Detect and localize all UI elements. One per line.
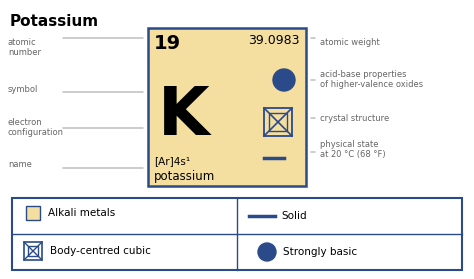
Text: Potassium: Potassium xyxy=(10,14,99,29)
Text: Alkali metals: Alkali metals xyxy=(48,208,115,218)
Text: Solid: Solid xyxy=(281,211,307,221)
Circle shape xyxy=(273,69,295,91)
Bar xyxy=(264,108,292,136)
Text: 39.0983: 39.0983 xyxy=(248,34,300,47)
Bar xyxy=(12,198,462,270)
Bar xyxy=(26,206,40,220)
Text: potassium: potassium xyxy=(154,170,215,183)
Text: atomic weight: atomic weight xyxy=(320,38,380,47)
Bar xyxy=(269,113,287,131)
Bar xyxy=(148,28,306,186)
Text: crystal structure: crystal structure xyxy=(320,114,389,123)
Text: name: name xyxy=(8,160,32,169)
Text: K: K xyxy=(158,83,210,149)
Text: electron
configuration: electron configuration xyxy=(8,118,64,137)
Text: Body-centred cubic: Body-centred cubic xyxy=(50,246,151,256)
Circle shape xyxy=(258,243,276,261)
Text: physical state
at 20 °C (68 °F): physical state at 20 °C (68 °F) xyxy=(320,140,386,159)
Text: [Ar]4s¹: [Ar]4s¹ xyxy=(154,156,190,166)
Text: symbol: symbol xyxy=(8,85,38,94)
Bar xyxy=(28,246,38,256)
Text: atomic
number: atomic number xyxy=(8,38,41,57)
Text: Strongly basic: Strongly basic xyxy=(283,247,357,257)
Bar xyxy=(24,242,42,260)
Text: acid-base properties
of higher-valence oxides: acid-base properties of higher-valence o… xyxy=(320,70,423,89)
Text: 19: 19 xyxy=(154,34,181,53)
